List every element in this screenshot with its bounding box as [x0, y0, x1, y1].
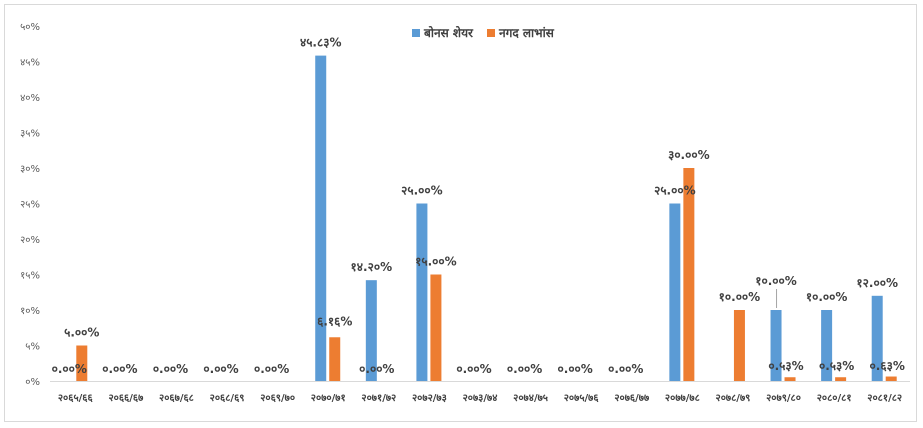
bar-cash-dividend [430, 274, 442, 381]
bar-cash-dividend [733, 310, 745, 381]
legend-label-bonus: बोनस शेयर [424, 26, 473, 40]
x-tick-label: २०७४/७५ [513, 393, 548, 404]
legend-item-cash: नगद लाभांस [486, 24, 554, 41]
x-tick-label: २०७७/७८ [665, 393, 700, 404]
bar-cash-dividend [784, 377, 796, 381]
data-label-cash-dividend: ०.५३% [768, 359, 803, 373]
bar-bonus-share [770, 310, 782, 381]
data-label-bonus-share: १०.००% [806, 290, 848, 304]
x-tick-label: २०६७/६८ [159, 393, 194, 404]
data-label-bonus-share: ०.००% [507, 362, 542, 376]
data-label-cash-dividend: ६.१६% [317, 314, 352, 328]
chart-frame [4, 4, 917, 422]
data-label-bonus-share: २५.००% [401, 184, 443, 198]
y-tick-label: १०% [20, 306, 40, 317]
x-tick-label: २०७१/७२ [361, 393, 396, 404]
legend-swatch-cash [486, 28, 495, 37]
x-tick-label: २०७२/७३ [412, 393, 447, 404]
data-label-cash-dividend: ०.५३% [819, 359, 854, 373]
y-tick-label: ५०% [20, 22, 40, 33]
y-tick-label: ०% [25, 377, 40, 388]
x-tick-label: २०८१/८२ [867, 393, 902, 404]
x-tick-label: २०७६/७७ [614, 393, 650, 404]
data-label-bonus-share: ०.००% [558, 362, 593, 376]
data-label-cash-dividend: ३०.००% [668, 148, 710, 162]
x-tick-label: २०६५/६६ [58, 393, 94, 404]
data-label-bonus-share: १०.००% [755, 274, 797, 288]
x-tick-label: २०७३/७४ [463, 393, 498, 404]
bar-cash-dividend [835, 377, 847, 381]
y-tick-label: ४५% [20, 58, 40, 69]
bar-bonus-share [416, 203, 428, 381]
data-label-cash-dividend: ५.००% [64, 326, 99, 340]
x-tick-label: २०७५/७६ [564, 393, 600, 404]
data-label-bonus-share: २५.००% [654, 184, 696, 198]
bar-cash-dividend [885, 376, 897, 381]
y-tick-label: ४०% [20, 93, 40, 104]
x-tick-label: २०८०/८१ [817, 393, 852, 404]
data-label-cash-dividend: ०.००% [359, 362, 394, 376]
bar-bonus-share [821, 310, 833, 381]
y-tick-label: ५% [25, 342, 40, 353]
data-label-bonus-share: ०.००% [153, 362, 188, 376]
data-label-cash-dividend: ०.६३% [870, 359, 905, 373]
chart-legend: बोनस शेयर नगद लाभांस [412, 24, 554, 41]
y-tick-label: २५% [20, 200, 40, 211]
legend-swatch-bonus [412, 28, 420, 37]
x-tick-label: २०७०/७१ [311, 393, 346, 404]
bar-bonus-share [871, 295, 883, 381]
data-label-bonus-share: ०.००% [254, 362, 289, 376]
data-label-bonus-share: १२.००% [856, 276, 898, 290]
data-label-bonus-share: ०.००% [608, 362, 643, 376]
x-tick-label: २०६६/६७ [108, 393, 144, 404]
data-label-cash-dividend: १५.००% [415, 255, 457, 269]
data-label-bonus-share: ०.००% [456, 362, 491, 376]
bar-bonus-share [365, 280, 377, 381]
bar-cash-dividend [329, 337, 341, 381]
y-tick-label: ३५% [20, 129, 40, 140]
x-tick-label: २०७८/७९ [716, 393, 751, 404]
data-label-bonus-share: ०.००% [203, 362, 238, 376]
legend-item-bonus: बोनस शेयर [412, 24, 473, 41]
y-tick-label: २०% [20, 235, 40, 246]
bar-bonus-share [315, 55, 327, 382]
data-label-cash-dividend: १०.००% [719, 290, 761, 304]
data-label-bonus-share: १४.२०% [351, 260, 393, 274]
bar-bonus-share [669, 203, 681, 381]
x-tick-label: २०७९/८० [766, 393, 801, 404]
data-label-bonus-share: ४५.८३% [300, 36, 342, 50]
y-tick-label: ३०% [20, 164, 40, 175]
y-tick-label: १५% [20, 271, 40, 282]
x-tick-label: २०६९/७० [260, 393, 295, 404]
data-label-bonus-share: ०.००% [52, 362, 87, 376]
x-tick-label: २०६८/६९ [210, 393, 245, 404]
bar-cash-dividend [683, 168, 695, 381]
bar-cash-dividend [76, 345, 88, 381]
data-label-bonus-share: ०.००% [102, 362, 137, 376]
legend-label-cash: नगद लाभांस [498, 26, 554, 40]
